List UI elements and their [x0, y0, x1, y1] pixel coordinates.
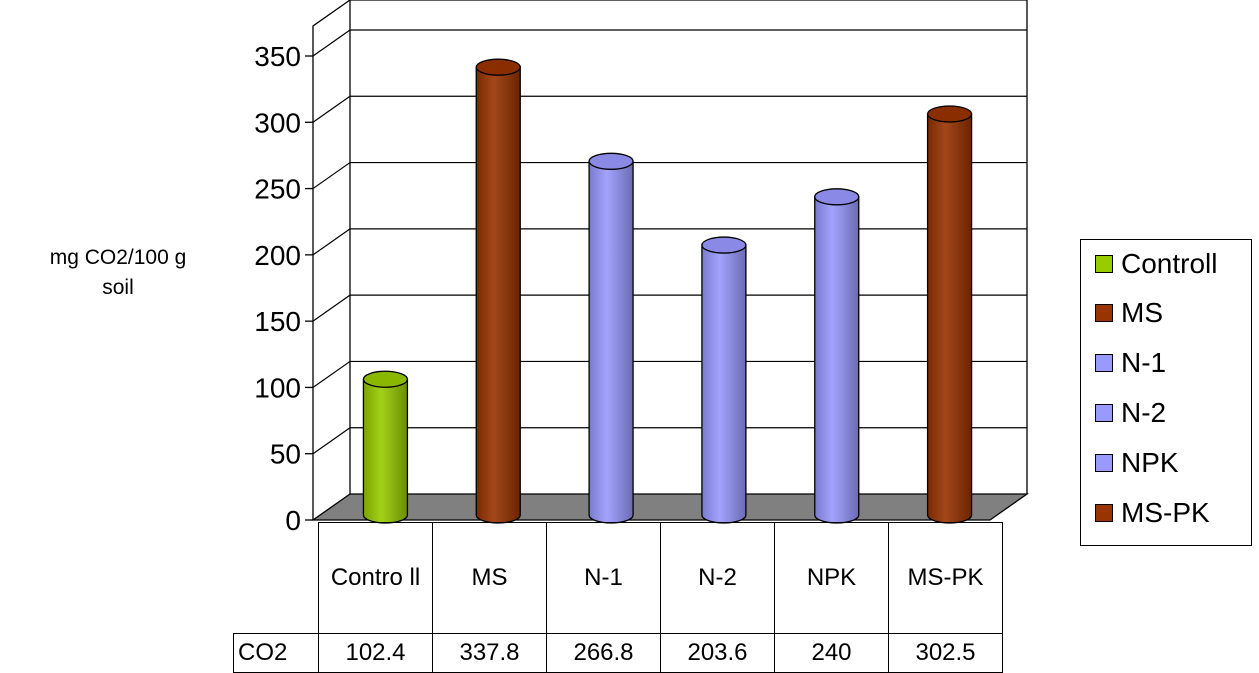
bar-top [588, 152, 634, 170]
y-tick-label: 200 [254, 240, 301, 271]
category-label: NPK [806, 564, 857, 591]
gridlines [312, 29, 1027, 455]
y-tick-label: 100 [254, 372, 301, 403]
legend-item-n-1: N-1 [1095, 346, 1166, 380]
legend-swatch [1095, 304, 1113, 322]
bar-body [814, 196, 860, 524]
legend-item-n-2: N-2 [1095, 396, 1166, 430]
back-wall [349, 0, 1028, 494]
legend-label: MS [1121, 297, 1163, 328]
category-label: MS [471, 564, 508, 591]
bar-top [814, 188, 860, 206]
legend-label: Controll [1121, 248, 1218, 279]
gridline-depth [312, 162, 351, 190]
legend-swatch [1095, 454, 1113, 472]
floor-plane [310, 493, 1030, 521]
legend-swatch [1095, 404, 1113, 422]
legend-item-controll: Controll [1095, 247, 1217, 281]
bar-body [362, 378, 409, 524]
y-axis: 0 50 100 150 200 250 300 350 [254, 41, 313, 536]
category-header: MS-PK [888, 522, 1003, 634]
y-tick-label: 300 [254, 107, 301, 138]
gridline-depth [312, 95, 351, 123]
data-table-corner [234, 523, 319, 634]
y-axis-label-line-2: soil [102, 276, 134, 299]
value-cell: 102.4 [318, 633, 433, 673]
category-header: NPK [774, 522, 889, 634]
bar-body [701, 244, 747, 524]
category-header: N-1 [546, 522, 661, 634]
value-cell: 302.5 [888, 633, 1003, 673]
legend-item-ms-pk: MS-PK [1095, 496, 1210, 530]
data-table-header-row: Contro ll MS N-1 N-2 NPK MS-PK [234, 522, 1003, 634]
bar-top [362, 370, 409, 388]
legend-swatch [1095, 354, 1113, 372]
data-table-value-row: CO2 102.4 337.8 266.8 203.6 240 302.5 [233, 633, 1003, 673]
category-label: MS-PK [907, 564, 984, 591]
category-header: MS [432, 522, 547, 634]
value-cell: 203.6 [660, 633, 775, 673]
bar-controll [362, 370, 409, 524]
y-tick-label: 0 [285, 505, 301, 536]
gridline-depth [312, 427, 351, 455]
category-header: N-2 [660, 522, 775, 634]
bar-body [926, 113, 973, 524]
bar-body [588, 160, 634, 524]
category-label: N-1 [584, 564, 623, 591]
bar-n-2 [701, 236, 747, 524]
bar-top [475, 58, 521, 76]
y-axis-label: mg CO2/100 g soil [18, 243, 218, 303]
side-wall [312, 0, 351, 520]
legend-swatch [1095, 255, 1113, 273]
y-axis-label-line-1: mg CO2/100 g [49, 246, 187, 269]
series-name-cell: CO2 [233, 633, 319, 673]
value-cell: 266.8 [546, 633, 661, 673]
bar-body [475, 66, 521, 524]
y-tick-label: 250 [254, 174, 301, 205]
bar-npk [814, 188, 860, 524]
chart-walls [312, 0, 1028, 520]
legend: Controll MS N-1 N-2 NPK MS-PK [1080, 239, 1252, 546]
legend-label: NPK [1121, 447, 1179, 478]
y-tick-label: 350 [254, 41, 301, 72]
legend-label: MS-PK [1121, 497, 1210, 528]
gridline-depth [312, 228, 351, 256]
bar-top [701, 236, 747, 254]
data-table: Contro ll MS N-1 N-2 NPK MS-PK CO2 102.4… [233, 522, 1003, 673]
value-cell: 240 [774, 633, 889, 673]
gridline-depth [312, 29, 351, 57]
legend-item-npk: NPK [1095, 446, 1179, 480]
category-label: N-2 [698, 564, 737, 591]
y-tick-label: 50 [270, 439, 301, 470]
gridline-depth [312, 294, 351, 322]
gridline-depth [312, 360, 351, 388]
legend-label: N-1 [1121, 347, 1167, 378]
bar-ms-pk [926, 105, 973, 524]
chart-floor [310, 493, 1030, 521]
bar-ms [475, 58, 521, 524]
legend-label: N-2 [1121, 397, 1167, 428]
category-header: Contro ll [318, 522, 433, 634]
legend-item-ms: MS [1095, 296, 1163, 330]
bar-top [926, 105, 973, 123]
bar-n-1 [588, 152, 634, 524]
legend-swatch [1095, 504, 1113, 522]
value-cell: 337.8 [432, 633, 547, 673]
bars [362, 58, 973, 524]
y-tick-label: 150 [254, 306, 301, 337]
category-label: Contro ll [330, 564, 421, 591]
